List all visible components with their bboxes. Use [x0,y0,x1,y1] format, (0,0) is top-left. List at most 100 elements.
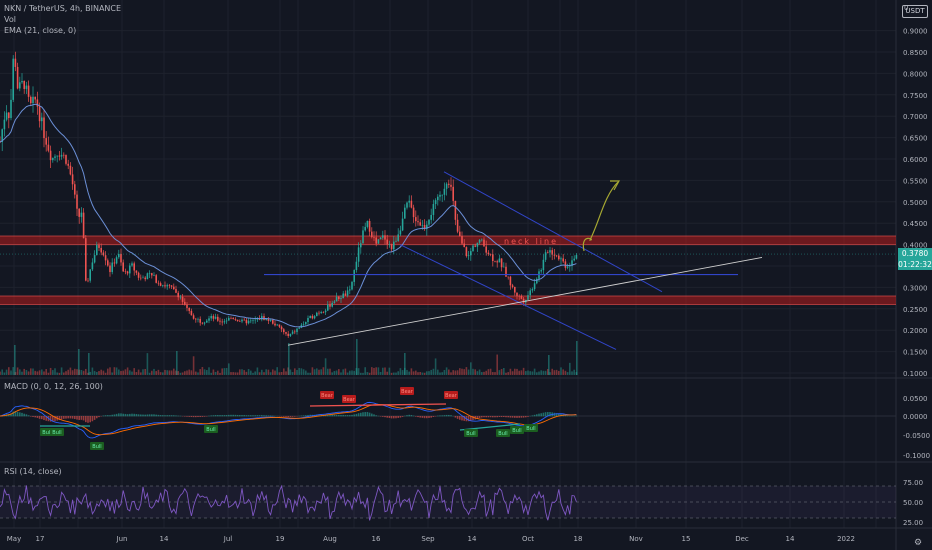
candle-body [445,183,448,189]
macd-histogram-bar [65,416,67,419]
candle-body [219,320,221,322]
candle-body [371,231,373,238]
candle-body [168,285,171,286]
candle-body [58,155,61,157]
candle-body [269,319,272,321]
drawings[interactable]: neck line [0,171,896,350]
macd-histogram-bar [503,416,505,417]
volume-bar [533,368,536,375]
candle-body [34,96,36,100]
candle-body [500,258,503,268]
candle-body [195,318,197,320]
macd-histogram-bar [344,415,347,417]
candle-body [408,200,410,203]
candle-body [291,331,294,334]
candle-body [32,96,34,104]
volume-bar [368,372,371,375]
macd-histogram-bar [45,416,47,421]
candle-body [320,312,322,314]
candle-body [221,321,223,323]
candle-body [175,289,177,293]
candle-body [234,318,237,320]
macd-legend[interactable]: MACD (0, 0, 12, 26, 100) [4,382,103,391]
candle-body [142,277,144,279]
volume-bar [294,368,296,375]
volume-bar [496,354,498,375]
gear-icon[interactable]: ⚙ [914,538,923,548]
candle-body [564,261,567,268]
volume-bar [450,372,452,375]
candle-body [197,318,199,320]
macd-histogram-bar [494,416,496,418]
macd-histogram-bar [511,416,514,418]
candle-body [133,263,135,271]
macd-histogram-bar [159,415,162,417]
macd-histogram-bar [36,416,39,418]
volume-bar [441,372,443,375]
countdown-value: 01:22:32 [898,260,932,269]
macd-signal-badge [204,425,218,433]
volume-bar [408,371,410,375]
currency-badge[interactable]: USDT [902,5,928,18]
macd-histogram-bar [228,414,230,417]
rsi-legend[interactable]: RSI (14, close) [4,467,62,476]
volume-bar [426,371,428,375]
candle-body [494,261,496,262]
volume-bar [386,371,388,375]
candle-body [386,239,388,245]
symbol-legend[interactable]: NKN / TetherUS, 4h, BINANCE [4,4,122,13]
macd-histogram-bar [445,414,448,417]
ema-legend[interactable]: EMA (21, close, 0) [4,26,77,35]
volume-bar [509,368,512,375]
macd-histogram-bar [250,415,252,417]
volume-bar [236,372,239,375]
volume-bar [481,372,483,375]
candle-body [360,243,362,248]
arrow-head-icon [610,180,621,191]
volume-bar [507,372,509,375]
candle-body [483,239,485,247]
macd-histogram-bar [309,414,311,417]
macd-histogram-bar [27,415,30,417]
candle-body [245,319,248,324]
candle-body [56,155,58,157]
vol-legend[interactable]: Vol [4,15,16,24]
macd-signal-label: Bear [321,393,334,399]
macd-histogram-bar [467,416,470,422]
macd-histogram-bar [49,416,52,422]
volume-bar [111,372,113,375]
volume-bar [41,369,43,375]
macd-histogram-bar [333,414,336,417]
candle-body [459,231,461,237]
volume-bar [188,369,190,375]
volume-bar [170,370,173,375]
macd-histogram-bar [454,416,457,418]
macd-histogram-bar [21,412,23,417]
volume-bar [307,372,309,375]
volume-bar [399,368,402,375]
candle-body [426,224,428,229]
price-tick: 0.5500 [903,177,928,185]
volume-bar [291,372,294,375]
macd-histogram-bar [140,414,142,417]
volume-bar [362,372,364,375]
candle-body [212,316,215,319]
macd-histogram-bar [439,415,441,417]
macd-histogram-bar [148,414,151,417]
volume-bar [569,362,571,375]
candle-body [137,272,140,278]
candle-body [518,295,520,297]
zone-1 [0,295,896,305]
candle-body [280,326,283,330]
candle-body [276,324,278,326]
volume-bar [122,370,124,375]
candle-body [305,322,307,325]
candle-body [232,317,234,319]
macd-histogram-bar [245,415,248,417]
volume-bar [320,369,322,375]
candle-body [126,271,129,274]
volume-bar [85,368,87,375]
